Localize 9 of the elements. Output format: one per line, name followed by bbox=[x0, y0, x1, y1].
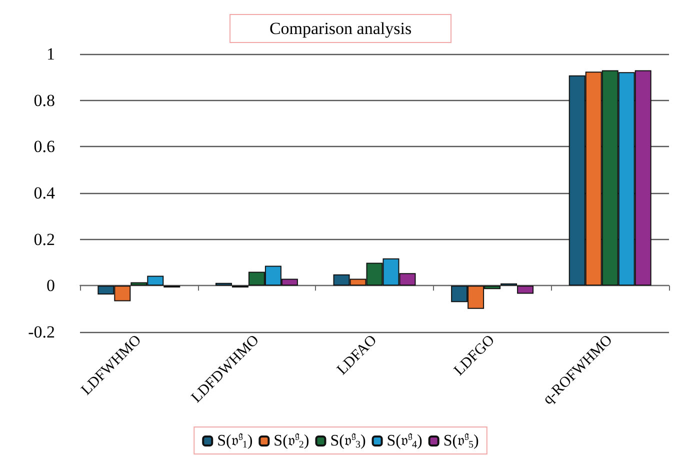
y-tick-label: 0 bbox=[46, 276, 55, 296]
chart-title: Comparison analysis bbox=[269, 19, 412, 38]
y-tick-label: 0.8 bbox=[34, 90, 55, 110]
y-tick-label: 0.6 bbox=[34, 137, 55, 156]
y-tick-label: 0.4 bbox=[34, 184, 56, 202]
bar bbox=[517, 286, 534, 294]
y-tick-label: 0.2 bbox=[34, 230, 55, 249]
y-tick-label: 1 bbox=[46, 44, 55, 64]
y-tick-label: -0.2 bbox=[28, 322, 55, 342]
